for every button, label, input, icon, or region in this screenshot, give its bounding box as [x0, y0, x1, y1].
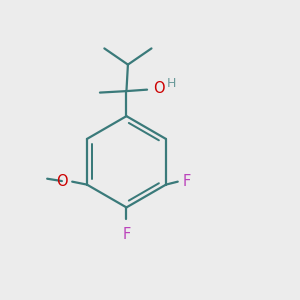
Text: O: O — [153, 81, 165, 96]
Text: H: H — [167, 77, 176, 90]
Text: O: O — [56, 174, 68, 189]
Text: F: F — [122, 226, 130, 242]
Text: F: F — [182, 174, 190, 189]
